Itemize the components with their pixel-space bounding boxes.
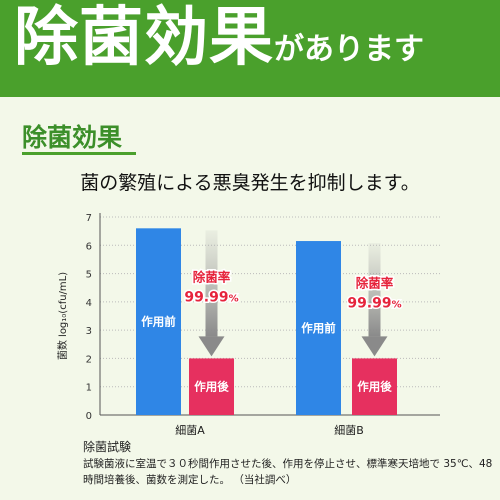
reduction-rate-unit: % (392, 300, 402, 311)
reduction-rate-number: 99.99 (347, 296, 391, 312)
reduction-rate-value: 99.99% (184, 289, 238, 305)
section-title: 除菌効果 (22, 123, 123, 152)
section-subtitle: 菌の繁殖による悪臭発生を抑制します。 (80, 172, 420, 194)
y-tick-label: 7 (86, 213, 92, 224)
bar-before-label: 作用前 (301, 321, 336, 335)
y-tick-label: 4 (86, 298, 92, 309)
reduction-rate-number: 99.99 (184, 289, 228, 305)
banner-title-tail: があります (274, 32, 424, 67)
y-tick-label: 2 (86, 354, 92, 365)
note-body: 試験菌液に室温で３０秒間作用させた後、作用を停止させ、標準寒天培地で 35℃、4… (83, 458, 493, 486)
reduction-rate-value: 99.99% (347, 296, 401, 312)
reduction-rate-unit: % (229, 293, 239, 304)
bar-after-label: 作用後 (194, 380, 229, 394)
bar-before-label: 作用前 (141, 315, 176, 329)
reduction-arrow-shaft (205, 230, 218, 337)
reduction-arrow-head (361, 336, 388, 357)
bar-before (296, 241, 341, 415)
content-panel (0, 97, 500, 500)
x-category-label: 細菌B (334, 424, 364, 435)
section-underline (22, 152, 136, 155)
y-tick-label: 1 (86, 383, 92, 394)
bar-after (189, 358, 234, 415)
banner-title-main: 除菌効果 (14, 1, 274, 75)
y-tick-label: 0 (86, 411, 92, 422)
reduction-arrow-head (198, 336, 225, 357)
reduction-arrow-shaft (368, 243, 381, 337)
y-tick-label: 5 (86, 270, 92, 281)
bar-before (136, 228, 181, 415)
reduction-rate-label: 除菌率 (356, 276, 394, 291)
y-tick-label: 3 (86, 326, 92, 337)
y-tick-label: 6 (86, 241, 92, 252)
header-banner: 除菌効果があります (0, 0, 500, 97)
x-category-label: 細菌A (175, 424, 205, 435)
bar-after (352, 358, 397, 415)
y-axis-label: 菌数 log₁₀(cfu/mL) (56, 272, 69, 360)
note-title: 除菌試験 (83, 440, 132, 454)
banner-title: 除菌効果があります (14, 6, 424, 70)
bar-after-label: 作用後 (357, 380, 392, 394)
reduction-rate-label: 除菌率 (193, 269, 231, 284)
